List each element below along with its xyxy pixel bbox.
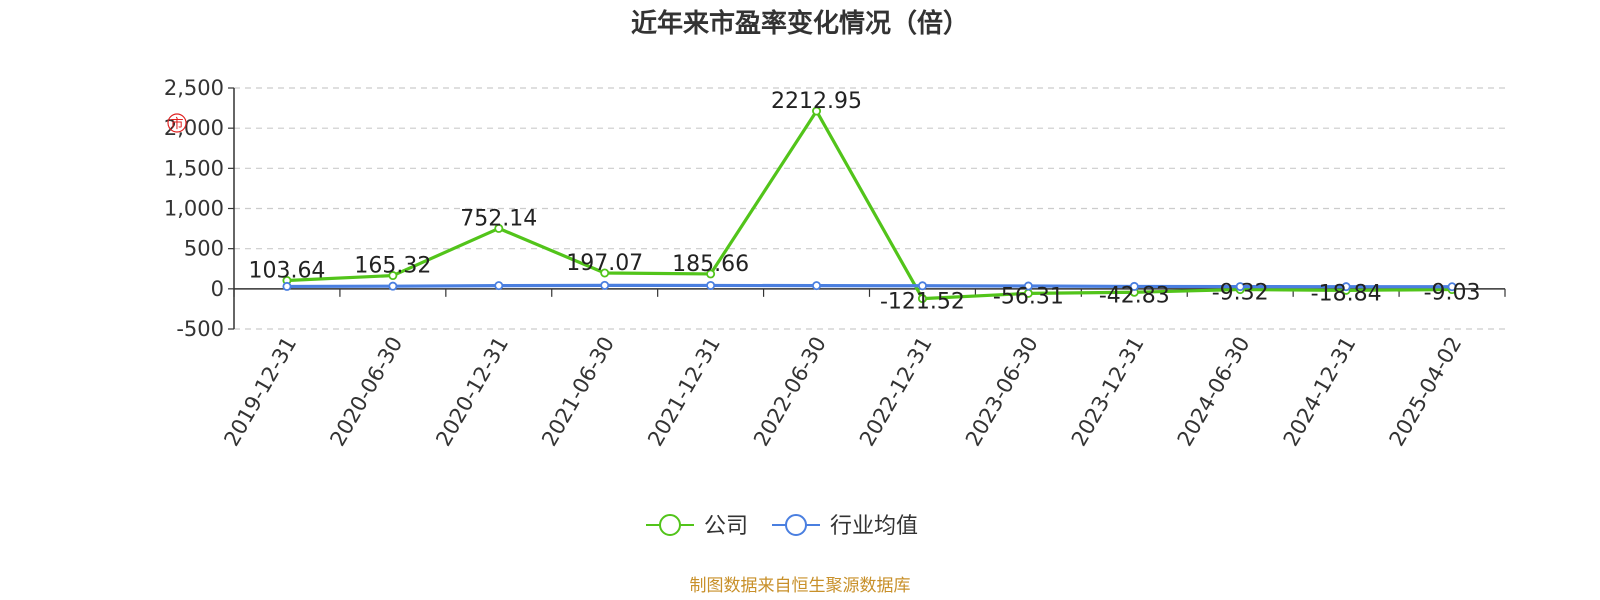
source-note: 制图数据来自恒生聚源数据库 xyxy=(690,576,911,596)
chart-title: 近年来市盈率变化情况（倍） xyxy=(631,8,969,39)
y-tick-label: 1,500 xyxy=(164,156,224,180)
data-label: -121.52 xyxy=(880,290,965,315)
data-label: -42.83 xyxy=(1099,283,1170,308)
x-tick-label: 2023-06-30 xyxy=(961,333,1043,451)
data-point xyxy=(388,281,398,291)
data-point xyxy=(812,281,822,291)
x-tick-label: 2021-06-30 xyxy=(537,333,619,451)
legend-swatch-marker xyxy=(659,514,681,536)
data-label: -56.31 xyxy=(993,284,1064,309)
data-point xyxy=(917,294,927,304)
y-tick-label: 0 xyxy=(211,277,224,301)
x-tick-label: 2021-12-31 xyxy=(643,333,725,451)
data-label: 165.32 xyxy=(354,254,431,279)
legend-label: 公司 xyxy=(704,514,748,539)
series-line-2 xyxy=(286,283,1453,289)
grid-lines xyxy=(234,87,1505,330)
x-axis: 2019-12-31 2020-06-30 2020-12-31 2021-06-30… xyxy=(219,288,1506,451)
y-tick-label: 1,000 xyxy=(164,197,224,221)
x-tick-label: 2022-06-30 xyxy=(749,333,831,451)
x-tick-label: 2025-04-02 xyxy=(1385,333,1467,451)
data-point xyxy=(494,223,504,233)
x-tick-label: 2024-06-30 xyxy=(1173,333,1255,451)
data-label: 185.66 xyxy=(672,252,749,277)
y-tick-label: 2,000 xyxy=(164,116,224,140)
data-point xyxy=(1341,282,1351,292)
legend-label: 行业均值 xyxy=(830,514,918,539)
data-point xyxy=(600,280,610,290)
series-line-1 xyxy=(286,109,1453,301)
y-tick-label: -500 xyxy=(176,317,224,341)
data-label: 103.64 xyxy=(248,259,325,284)
x-tick-label: 2023-12-31 xyxy=(1067,333,1149,451)
y-axis: -500 0 500 1,000 1,500 2,000 2,500 xyxy=(164,76,235,341)
data-point xyxy=(1235,282,1245,292)
data-label: 752.14 xyxy=(460,206,537,231)
data-labels: 103.64 165.32 752.14 197.07 185.66 2212.95 -12… xyxy=(248,89,1480,315)
data-label: 197.07 xyxy=(566,251,643,276)
data-point xyxy=(494,281,504,291)
x-tick-label: 2024-12-31 xyxy=(1279,333,1361,451)
stamp-label: 市 xyxy=(170,116,183,132)
legend-swatch-marker xyxy=(785,514,807,536)
y-tick-label: 500 xyxy=(184,237,224,261)
data-point xyxy=(1129,281,1139,291)
data-point xyxy=(282,281,292,291)
data-point xyxy=(706,269,716,279)
data-label: -9.03 xyxy=(1424,281,1481,306)
series-layer xyxy=(282,106,1457,304)
data-point xyxy=(706,280,716,290)
x-tick-label: 2020-06-30 xyxy=(325,333,407,451)
legend: 公司 行业均值 xyxy=(646,514,918,539)
data-point xyxy=(1447,282,1457,292)
x-tick-label: 2022-12-31 xyxy=(855,332,937,450)
data-point xyxy=(1023,281,1033,291)
data-point xyxy=(812,106,822,116)
data-label: -18.84 xyxy=(1311,281,1382,306)
data-point xyxy=(917,281,927,291)
x-tick-label: 2019-12-31 xyxy=(219,333,301,451)
data-point xyxy=(600,268,610,278)
x-tick-label: 2020-12-31 xyxy=(431,332,513,450)
stamp-mark: 市 xyxy=(167,113,187,133)
y-tick-label: 2,500 xyxy=(164,76,224,100)
data-label: -9.32 xyxy=(1212,281,1269,306)
data-label: 2212.95 xyxy=(771,89,862,114)
data-point xyxy=(388,271,398,281)
stamp-circle xyxy=(167,113,187,133)
